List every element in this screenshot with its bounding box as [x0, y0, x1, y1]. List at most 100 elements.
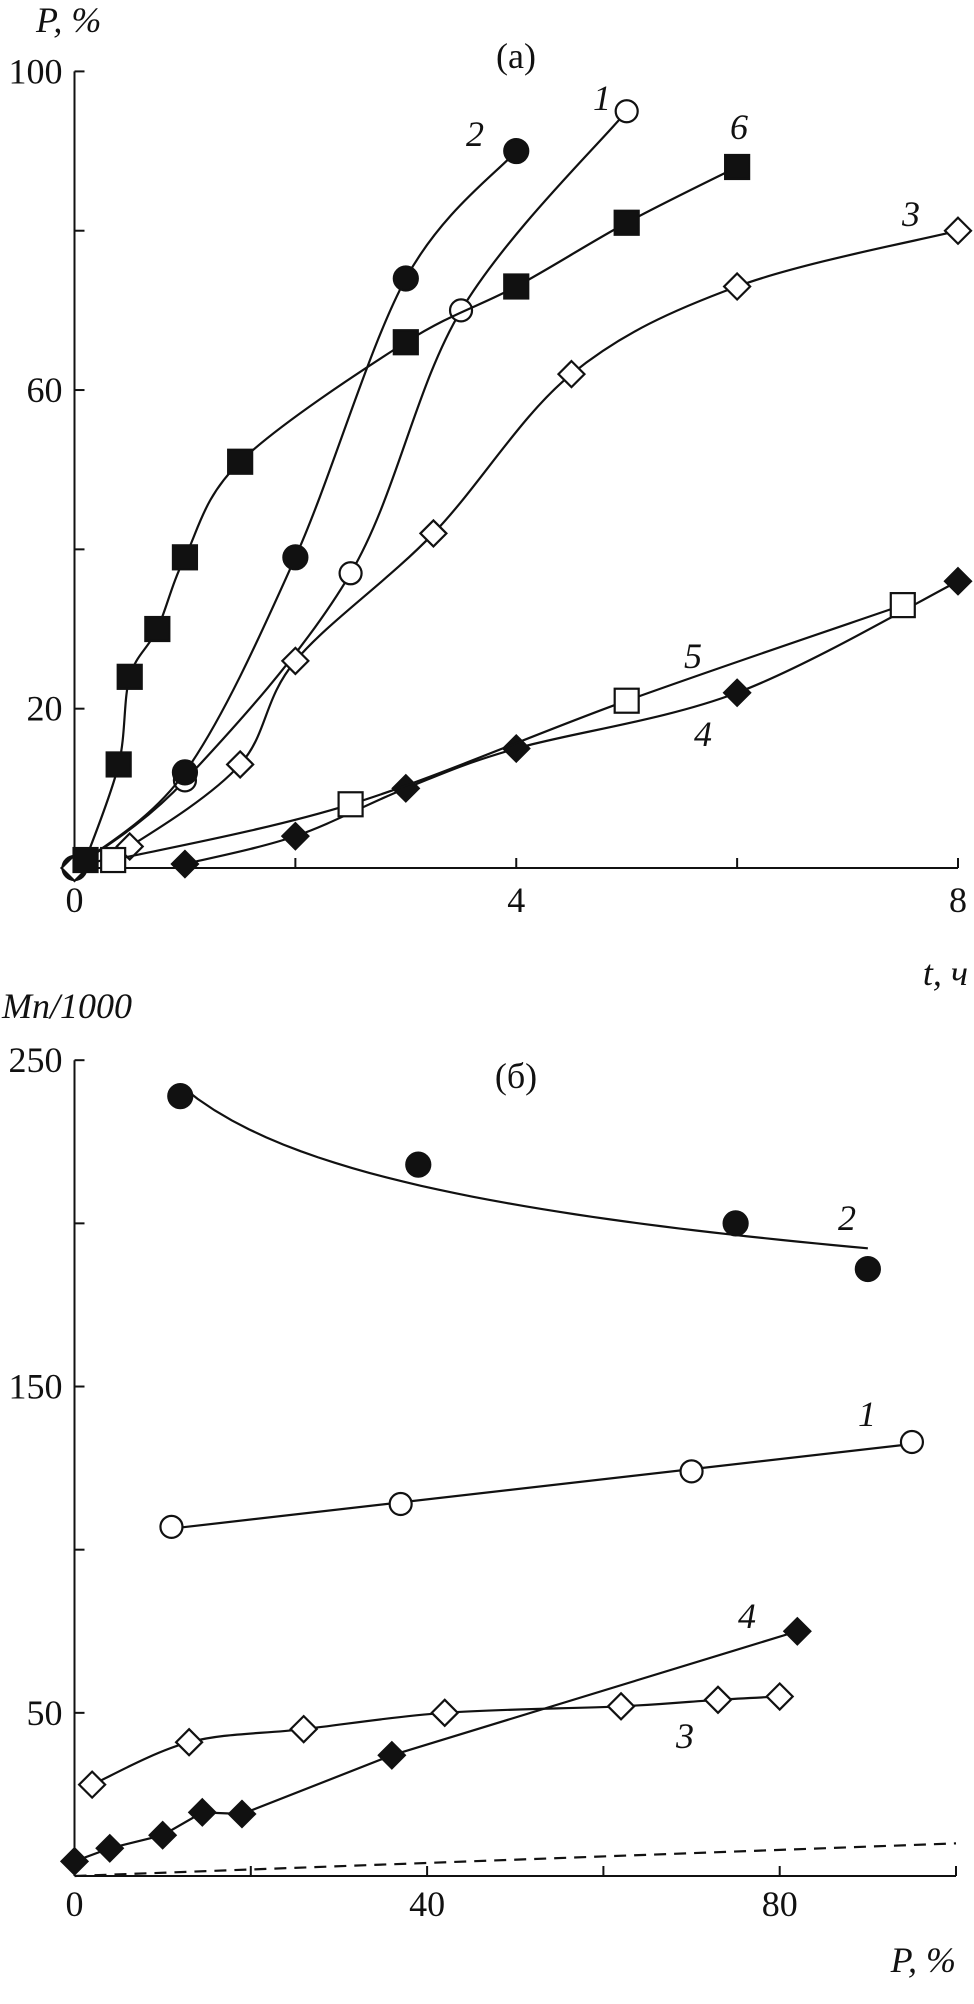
panel-a-marker-filled-square	[116, 663, 143, 690]
panel-a-marker-filled-circle	[503, 137, 530, 165]
panel-b-marker-filled-circle	[405, 1151, 432, 1178]
panel-b-series-line	[74, 1842, 957, 1878]
panel-a-marker-filled-square	[105, 751, 132, 778]
panel-a-marker-filled-circle	[282, 544, 309, 571]
panel-a-marker-filled-circle	[171, 759, 199, 786]
panel-a-marker-filled-square	[171, 544, 199, 571]
panel-a-marker-filled-diamond	[391, 773, 421, 803]
panel-a-series-1	[62, 99, 639, 881]
panel-b-marker-open-circle	[899, 1429, 925, 1455]
panel-a-marker-filled-square	[613, 209, 640, 236]
panel-a-marker-filled-square	[144, 615, 171, 643]
panel-a-marker-filled-diamond	[943, 566, 973, 596]
panel-a-series-line	[74, 229, 959, 870]
panel-a-marker-filled-square	[392, 329, 419, 356]
panel-a-x-tick-label: 0	[66, 880, 84, 920]
panel-b-marker-open-circle	[159, 1514, 184, 1539]
panel-a-marker-open-diamond	[556, 359, 587, 389]
panel-b-y-axis-label-text: Mn/1000	[1, 986, 132, 1026]
panel-b-curve-label-2: 2	[838, 1198, 856, 1238]
panel-b-x-tick-label: 0	[66, 1884, 84, 1924]
panel-b-marker-open-diamond	[430, 1698, 460, 1728]
panel-a-series-line	[73, 110, 628, 869]
panel-a-marker-open-diamond	[280, 646, 310, 676]
panel-b-molecular-weight-vs-conversion: (б) Mn/1000 P, % 0 40 80 50 150 250 1 2 3 4	[1, 986, 957, 1980]
panel-b-series-line	[171, 1442, 913, 1530]
panel-b-marker-filled-diamond	[95, 1833, 125, 1863]
panel-a-marker-filled-diamond	[722, 678, 752, 708]
panel-b-marker-filled-circle	[722, 1210, 749, 1237]
panel-b-marker-open-circle	[679, 1459, 704, 1484]
panel-a-y-axis-label: P, %	[35, 0, 101, 40]
panel-a-x-tick-label: 8	[949, 880, 967, 920]
panel-a-marker-open-square	[889, 592, 916, 619]
panel-b-marker-filled-circle	[854, 1255, 881, 1283]
panel-b-series-line	[179, 1084, 868, 1250]
panel-a-marker-open-diamond	[418, 518, 448, 548]
panel-b-x-tick-label: 80	[762, 1884, 798, 1924]
panel-a-marker-filled-diamond	[170, 849, 200, 879]
panel-b-marker-filled-diamond	[59, 1846, 90, 1876]
panel-b-marker-open-diamond	[765, 1681, 795, 1712]
panel-a-marker-filled-diamond	[501, 733, 531, 764]
panel-b-marker-filled-circle	[167, 1082, 194, 1110]
panel-a-marker-filled-circle	[392, 265, 419, 292]
panel-b-marker-filled-diamond	[148, 1820, 178, 1850]
panel-b-marker-filled-diamond	[782, 1616, 812, 1646]
panel-b-marker-filled-diamond	[227, 1799, 257, 1829]
panel-b-y-tick-label: 250	[9, 1040, 63, 1080]
panel-a-y-tick-label: 20	[27, 689, 63, 729]
panel-a-series-2	[61, 137, 530, 882]
panel-b-series-dashed	[74, 1842, 957, 1878]
panel-a-marker-filled-square	[227, 448, 254, 475]
panel-a-x-tick-label: 4	[507, 880, 525, 920]
panel-b-marker-open-diamond	[289, 1714, 319, 1744]
panel-a-marker-filled-diamond	[280, 821, 310, 851]
panel-a-curve-label-6: 6	[730, 107, 748, 147]
panel-a-series-line	[112, 604, 904, 862]
panel-a-x-axis-label: t, ч	[923, 953, 968, 993]
panel-a-marker-filled-square	[724, 153, 751, 181]
panel-b-marker-filled-diamond	[377, 1740, 407, 1770]
panel-a-series-6	[72, 153, 751, 874]
panel-a-marker-open-square	[337, 791, 364, 818]
panel-a-marker-open-circle	[614, 99, 639, 124]
panel-a-marker-open-circle	[448, 298, 474, 323]
panel-b-marker-filled-diamond	[187, 1797, 217, 1827]
panel-a-title: (a)	[496, 36, 536, 76]
panel-a-series-5	[100, 592, 916, 874]
panel-a-marker-open-square	[613, 687, 640, 714]
panel-a-series-4	[170, 566, 973, 879]
panel-a-curve-label-2: 2	[466, 114, 484, 154]
panel-b-y-axis-label: Mn/1000	[1, 986, 132, 1026]
panel-b-y-tick-label: 50	[27, 1693, 63, 1733]
panel-b-x-tick-label: 40	[409, 1884, 445, 1924]
panel-b-series-4	[59, 1616, 812, 1876]
panel-b-series-3	[77, 1681, 795, 1800]
panel-b-marker-open-diamond	[77, 1770, 107, 1800]
panel-b-curve-label-1: 1	[858, 1394, 876, 1434]
panel-a-marker-open-square	[100, 846, 127, 874]
panel-a-marker-open-circle	[338, 561, 363, 586]
panel-a-series-line	[73, 150, 518, 869]
panel-a-marker-open-diamond	[943, 216, 973, 246]
panel-b-marker-open-diamond	[606, 1691, 636, 1721]
panel-b-y-tick-label: 150	[9, 1367, 63, 1407]
panel-b-marker-open-diamond	[703, 1685, 733, 1715]
panel-b-series-1	[159, 1429, 925, 1539]
panel-b-marker-open-diamond	[174, 1727, 204, 1757]
panel-a-marker-open-diamond	[225, 749, 255, 779]
panel-b-marker-open-circle	[388, 1491, 413, 1517]
panel-a-marker-filled-square	[503, 273, 530, 300]
panel-b-series-2	[167, 1082, 881, 1283]
panel-a-curve-label-4: 4	[694, 714, 712, 754]
panel-a-curve-label-5: 5	[684, 636, 702, 676]
panel-b-curve-label-3: 3	[675, 1716, 694, 1756]
panel-a-y-tick-label: 60	[27, 370, 63, 410]
panel-b-curve-label-4: 4	[738, 1596, 756, 1636]
panel-a-marker-filled-square	[72, 846, 99, 874]
panel-a-marker-open-diamond	[722, 271, 752, 302]
panel-a-curve-label-1: 1	[593, 78, 611, 118]
panel-b-title: (б)	[495, 1056, 537, 1096]
